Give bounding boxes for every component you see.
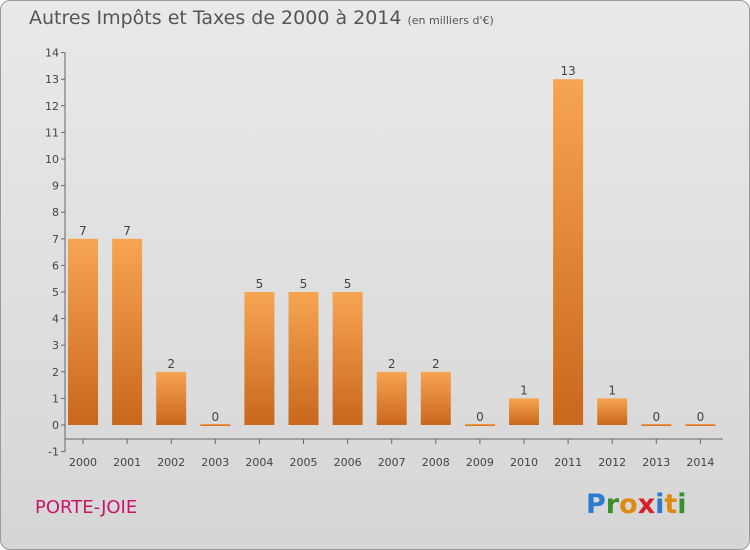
data-label-2012: 1 bbox=[608, 383, 616, 397]
unit-note: (en milliers d'€) bbox=[407, 14, 494, 27]
bar-2002 bbox=[156, 371, 187, 425]
logo-letter: P bbox=[586, 489, 606, 520]
x-tick-label-2004: 2004 bbox=[245, 456, 273, 469]
logo-letter: i bbox=[677, 489, 687, 520]
data-label-2008: 2 bbox=[432, 357, 440, 371]
x-tick-label-2001: 2001 bbox=[113, 456, 141, 469]
y-tick-label: 11 bbox=[45, 126, 59, 139]
y-tick-label: 14 bbox=[45, 47, 59, 60]
x-tick-label-2008: 2008 bbox=[422, 456, 450, 469]
x-tick-label-2006: 2006 bbox=[334, 456, 362, 469]
bar-2009 bbox=[464, 424, 495, 426]
commune-name: PORTE-JOIE bbox=[35, 497, 138, 518]
y-tick-label: 8 bbox=[52, 206, 59, 219]
x-tick-label-2003: 2003 bbox=[201, 456, 229, 469]
y-tick-label: -1 bbox=[48, 446, 59, 459]
data-label-2003: 0 bbox=[211, 410, 219, 424]
logo-letter: i bbox=[655, 489, 665, 520]
x-tick-label-2005: 2005 bbox=[290, 456, 318, 469]
chart-title: Autres Impôts et Taxes de 2000 à 2014 bbox=[29, 7, 402, 29]
x-tick-label-2011: 2011 bbox=[554, 456, 582, 469]
bar-2012 bbox=[597, 398, 628, 425]
y-tick-label: 4 bbox=[52, 313, 59, 326]
bar-2006 bbox=[332, 292, 363, 425]
x-tick-label-2000: 2000 bbox=[69, 456, 97, 469]
bar-2008 bbox=[420, 371, 451, 425]
bar-2003 bbox=[200, 424, 231, 426]
data-label-2004: 5 bbox=[256, 277, 264, 291]
x-tick-label-2014: 2014 bbox=[686, 456, 714, 469]
data-label-2014: 0 bbox=[697, 410, 705, 424]
x-tick-label-2009: 2009 bbox=[466, 456, 494, 469]
bar-2010 bbox=[509, 398, 539, 425]
y-tick-label: 12 bbox=[45, 100, 59, 113]
y-tick-label: 6 bbox=[52, 259, 59, 272]
logo-letter: t bbox=[664, 489, 678, 520]
y-tick-label: 3 bbox=[52, 339, 59, 352]
data-label-2013: 0 bbox=[652, 410, 660, 424]
logo-letter: o bbox=[619, 489, 638, 520]
data-label-2000: 7 bbox=[79, 224, 87, 238]
y-tick-label: 10 bbox=[45, 153, 59, 166]
data-label-2001: 7 bbox=[123, 224, 131, 238]
bar-2000 bbox=[68, 238, 98, 425]
bar-2007 bbox=[376, 371, 407, 425]
x-tick-label-2013: 2013 bbox=[642, 456, 670, 469]
data-label-2002: 2 bbox=[167, 357, 175, 371]
data-label-2011: 13 bbox=[560, 64, 575, 78]
y-tick-label: 1 bbox=[52, 392, 59, 405]
x-tick-label-2010: 2010 bbox=[510, 456, 538, 469]
data-label-2010: 1 bbox=[520, 383, 528, 397]
data-label-2007: 2 bbox=[388, 357, 396, 371]
logo-letter: r bbox=[605, 489, 620, 520]
bar-2014 bbox=[685, 424, 716, 426]
y-tick-label: 2 bbox=[52, 366, 59, 379]
data-label-2009: 0 bbox=[476, 410, 484, 424]
x-tick-label-2012: 2012 bbox=[598, 456, 626, 469]
y-tick-label: 13 bbox=[45, 73, 59, 86]
bar-2005 bbox=[288, 292, 319, 425]
y-tick-label: 0 bbox=[52, 419, 59, 432]
bar-2001 bbox=[112, 238, 143, 425]
chart-title-row: Autres Impôts et Taxes de 2000 à 2014 (en… bbox=[29, 7, 494, 29]
data-label-2005: 5 bbox=[300, 277, 308, 291]
data-label-2006: 5 bbox=[344, 277, 352, 291]
y-tick-label: 7 bbox=[52, 233, 59, 246]
x-tick-label-2007: 2007 bbox=[378, 456, 406, 469]
y-tick-label: 9 bbox=[52, 180, 59, 193]
proxiti-logo: Proxiti bbox=[586, 489, 687, 520]
bar-2004 bbox=[244, 292, 275, 425]
logo-letter: x bbox=[637, 489, 656, 520]
bar-2013 bbox=[641, 424, 672, 426]
x-tick-label-2002: 2002 bbox=[157, 456, 185, 469]
bar-2011 bbox=[553, 79, 584, 425]
y-tick-label: 5 bbox=[52, 286, 59, 299]
